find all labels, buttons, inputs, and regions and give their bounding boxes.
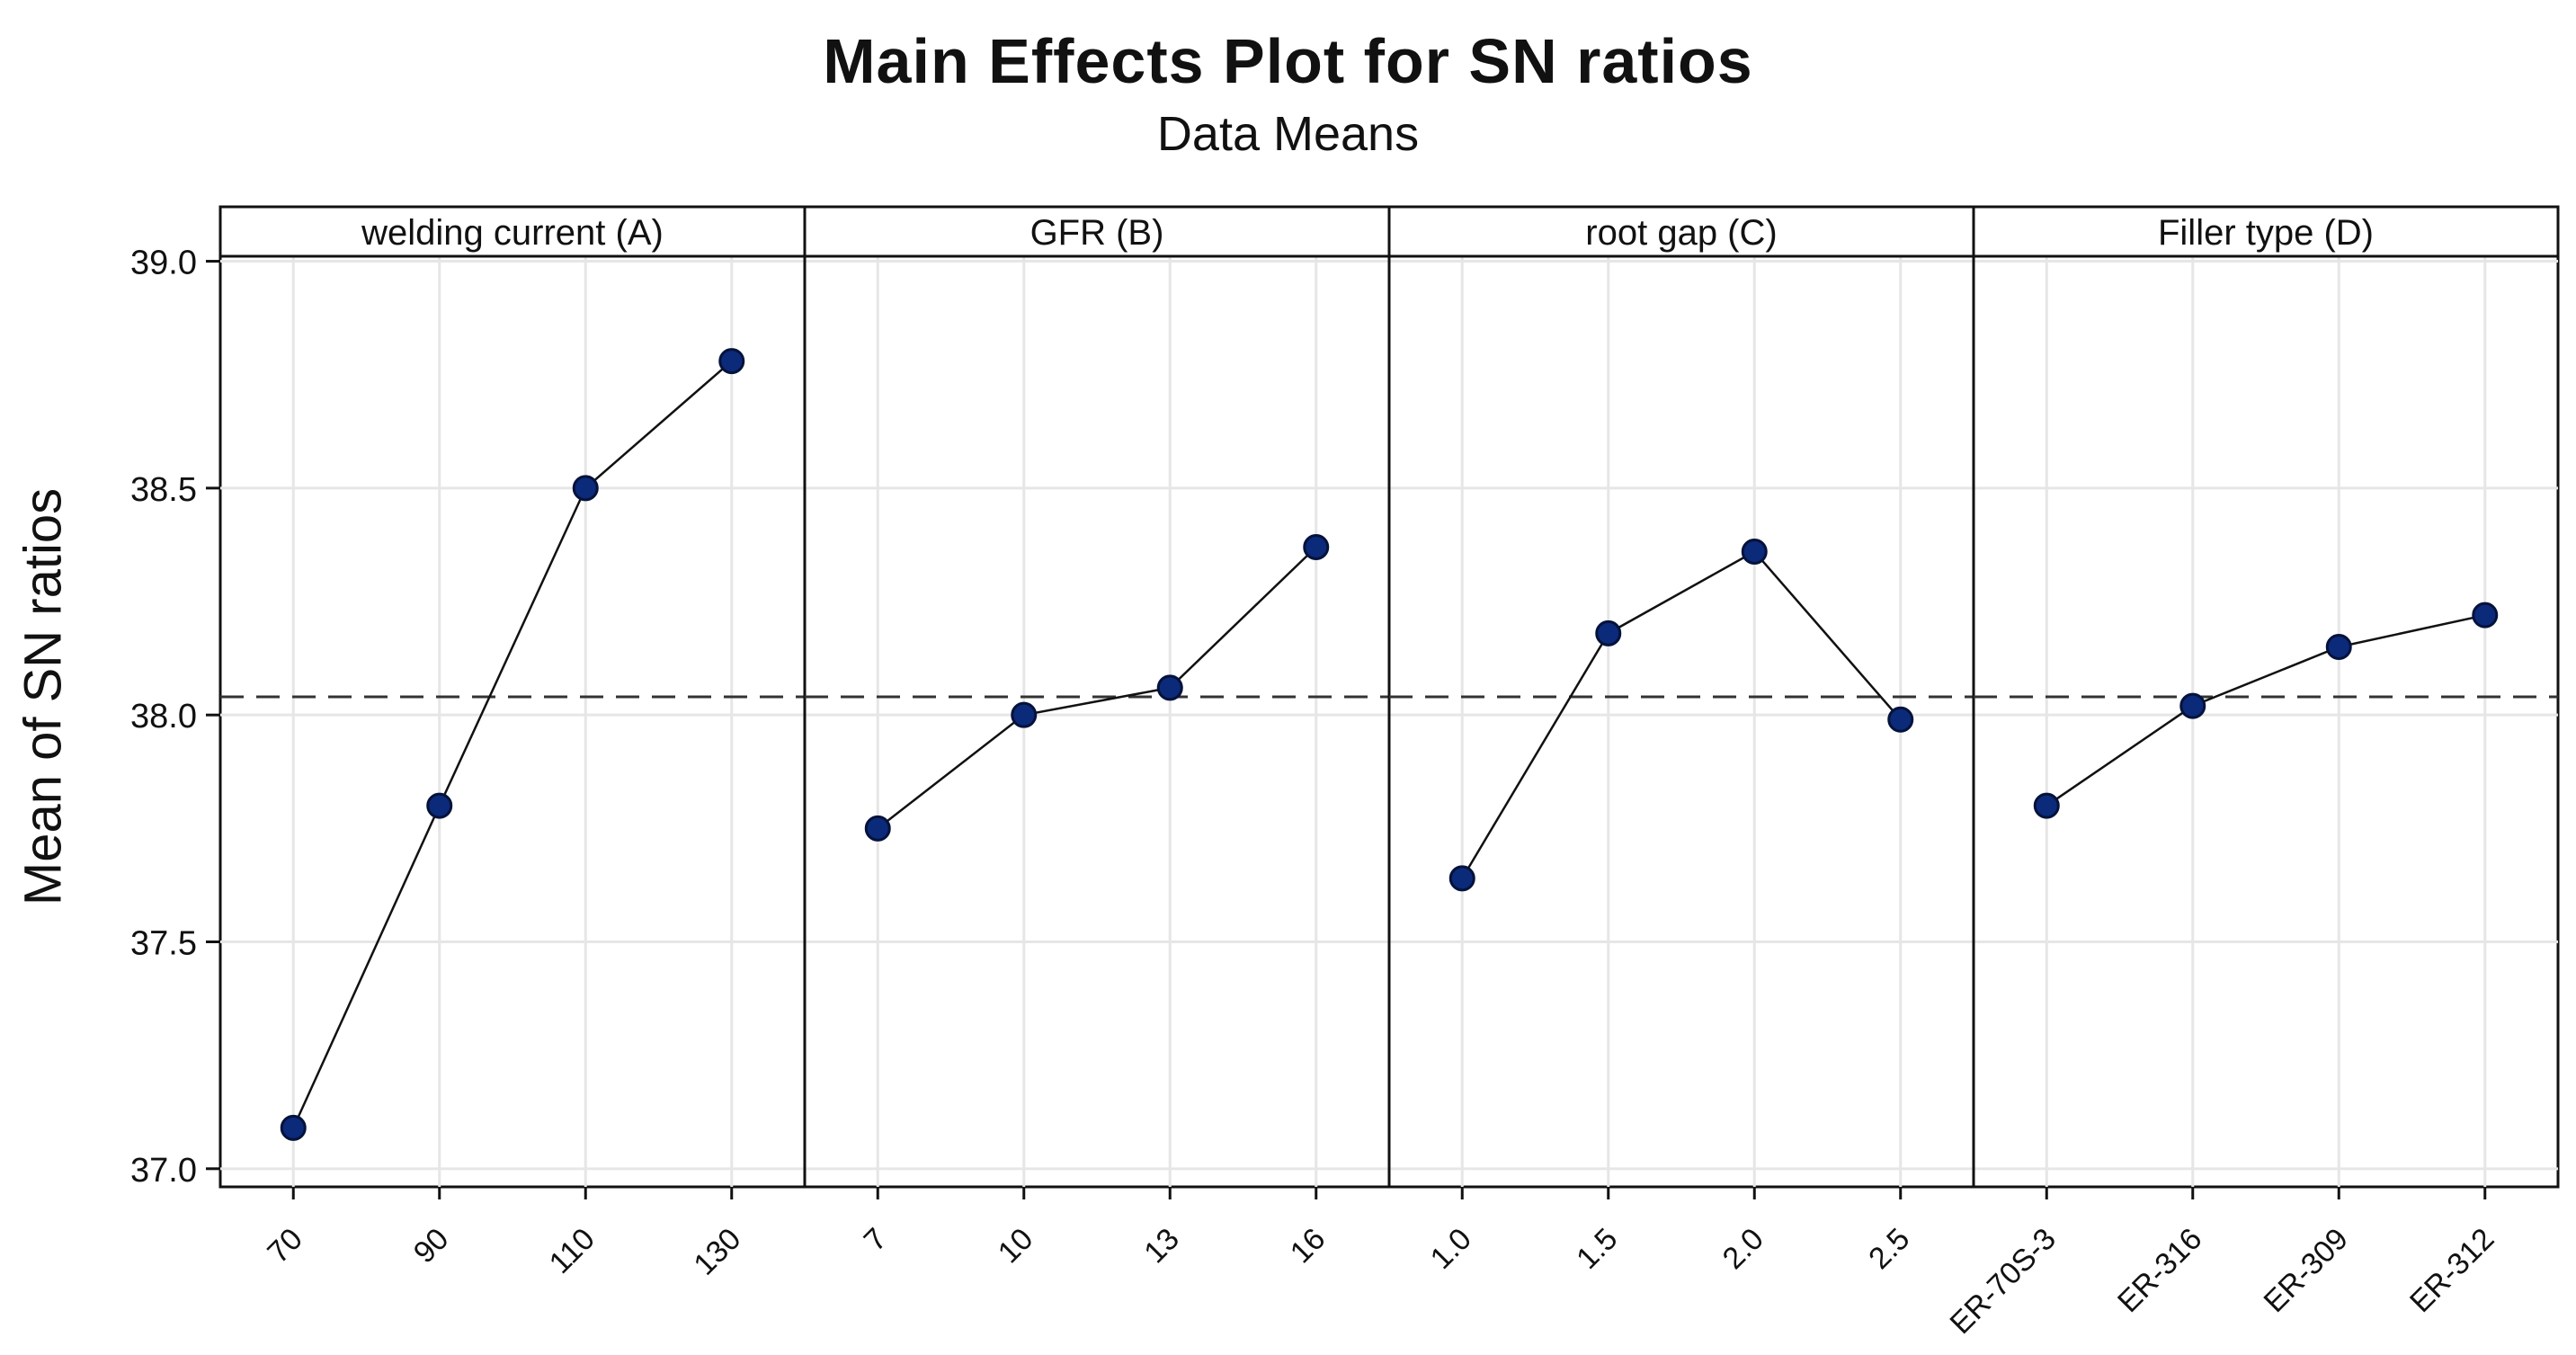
series-line [1461,549,1902,879]
data-point [426,792,453,819]
data-point [1595,620,1622,646]
x-tick-label: ER-309 [2258,1222,2355,1319]
chart-title: Main Effects Plot for SN ratios [823,26,1753,96]
series-line [2046,613,2486,807]
y-tick-label: 38.5 [130,471,197,509]
x-tick-label: ER-312 [2403,1222,2500,1319]
x-tick-label: 130 [687,1222,747,1282]
x-tick-label: 10 [992,1222,1040,1270]
panel-title: GFR (B) [1030,213,1164,253]
data-point [1156,674,1183,701]
series-line [877,546,1317,830]
x-tick-label: 2.5 [1862,1222,1916,1276]
data-point [2179,692,2206,719]
x-tick-label: 1.0 [1424,1222,1478,1276]
data-point [1448,865,1475,892]
data-point [718,348,745,375]
series-line [292,360,733,1128]
data-point [1011,701,1038,728]
x-tick-label: 110 [543,1222,602,1280]
x-tick-label: ER-70S-3 [1943,1222,2062,1341]
y-tick-label: 38.0 [130,698,197,735]
data-point [572,475,599,502]
x-tick-label: 70 [261,1222,309,1270]
data-point [1741,539,1768,566]
data-point [280,1114,307,1141]
data-point [1303,533,1330,560]
panel-title: welding current (A) [361,213,664,253]
y-tick-label: 39.0 [130,245,197,282]
x-tick-label: 7 [858,1222,894,1258]
panel-title: root gap (C) [1585,213,1777,253]
x-tick-label: 90 [407,1222,456,1270]
y-tick-label: 37.0 [130,1152,197,1190]
chart-subtitle: Data Means [1156,107,1420,161]
x-tick-label: 16 [1284,1222,1333,1270]
x-tick-label: ER-316 [2111,1222,2208,1319]
x-tick-label: 2.0 [1716,1222,1770,1276]
x-tick-label: 1.5 [1570,1222,1624,1276]
data-point [2472,602,2499,628]
panel-title: Filler type (D) [2158,213,2374,253]
data-point [1887,706,1914,733]
y-tick-label: 37.5 [130,925,197,963]
data-point [864,815,891,842]
data-point [2325,633,2352,660]
x-tick-label: 13 [1137,1222,1186,1270]
data-point [2033,792,2060,819]
